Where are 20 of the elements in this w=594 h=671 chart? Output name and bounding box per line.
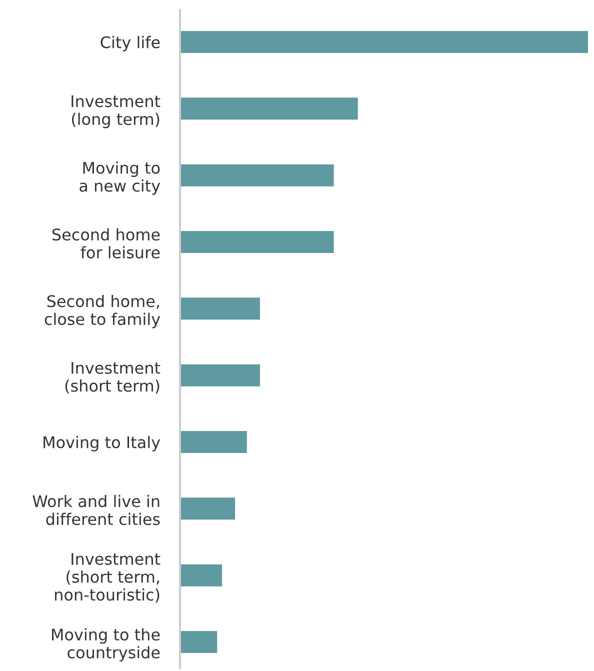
y-tick-label: Moving to Italy: [44, 436, 160, 452]
bar: [180, 98, 358, 120]
y-tick-label: Investment (long term): [72, 95, 160, 128]
bar: [180, 631, 218, 653]
bar: [180, 231, 334, 253]
bar: [180, 564, 222, 586]
y-tick-label: Investment (short term, non-touristic): [55, 553, 160, 603]
bar: [180, 498, 236, 520]
y-tick-label: City life: [100, 36, 160, 52]
bar: [180, 31, 588, 53]
y-tick-label: Investment (short term): [65, 362, 160, 394]
bar: [180, 431, 247, 453]
bar: [180, 298, 260, 320]
bar: [180, 164, 334, 186]
y-tick-label: Second home, close to family: [44, 294, 160, 328]
y-tick-label: Moving to the countryside: [52, 628, 160, 662]
bar: [180, 364, 260, 386]
y-tick-label: Moving to a new city: [80, 162, 160, 195]
y-tick-label: Work and live in different cities: [32, 494, 160, 526]
y-tick-label: Second home for leisure: [52, 228, 160, 258]
